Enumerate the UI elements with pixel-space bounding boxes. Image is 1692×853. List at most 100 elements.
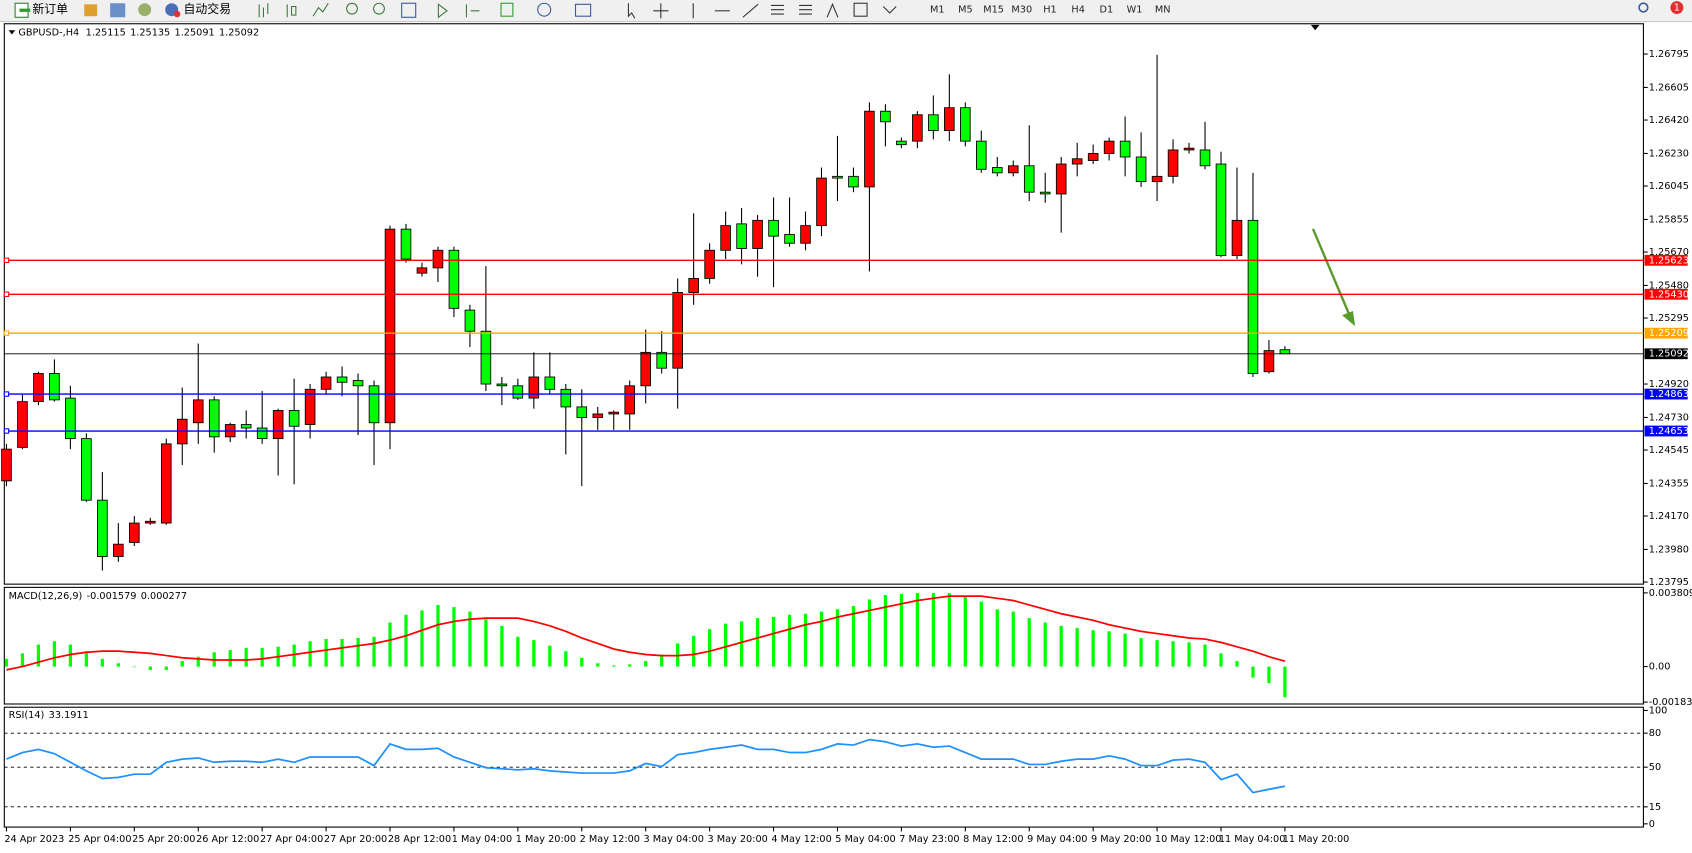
icon[interactable] (258, 3, 269, 18)
timeframe-button[interactable]: M15 (983, 5, 1004, 16)
macd-bar (484, 619, 488, 667)
timeframe-button[interactable]: D1 (1100, 5, 1114, 16)
level-label-bg (1644, 388, 1688, 400)
icon[interactable] (627, 3, 636, 19)
macd-bar (931, 593, 935, 667)
candle-body (1183, 147, 1195, 151)
icon[interactable] (437, 3, 448, 19)
icon[interactable] (742, 3, 759, 18)
candle-body (113, 543, 124, 557)
indicator-line (6, 595, 1286, 671)
candle-body (624, 385, 636, 415)
macd-bar (1027, 618, 1031, 667)
candle-body (432, 249, 444, 269)
macd-bar (564, 651, 568, 667)
notification-badge[interactable] (1670, 1, 1684, 15)
y-tick-label: 1.26045 (1649, 181, 1689, 192)
level-label-bg (1644, 288, 1688, 300)
y-tick-label: 0.00 (1649, 662, 1671, 673)
candle-body (1231, 219, 1243, 256)
macd-bar (260, 647, 264, 667)
icon[interactable] (537, 2, 552, 17)
macd-bar (404, 614, 408, 667)
y-tick-label: 1.24170 (1649, 511, 1689, 522)
macd-bar (308, 641, 312, 667)
icon[interactable] (373, 2, 385, 15)
x-tick-label: 27 Apr 04:00 (260, 834, 323, 845)
candle-body (97, 499, 108, 557)
level-handle (3, 291, 10, 297)
macd-bar (1139, 637, 1143, 667)
candle-body (1055, 163, 1067, 195)
timeframe-button[interactable]: M30 (1011, 5, 1032, 16)
timeframe-button[interactable]: W1 (1127, 5, 1143, 16)
candle-body (672, 292, 683, 369)
icon[interactable] (574, 3, 592, 17)
icon[interactable] (110, 3, 126, 18)
header-close: 1.25092 (219, 27, 259, 38)
macd-bar (100, 658, 104, 667)
macd-bar (420, 610, 424, 667)
icon[interactable] (346, 2, 358, 15)
y-tick-label: 100 (1649, 705, 1668, 716)
annotation-arrow (1311, 228, 1350, 314)
candle-body (608, 411, 620, 415)
macd-bar (1267, 666, 1271, 684)
candle-body (544, 376, 556, 390)
macd-bar (116, 663, 120, 667)
icon[interactable] (653, 3, 669, 19)
x-tick-label: 3 May 04:00 (644, 834, 704, 845)
candle-body (1039, 191, 1051, 195)
level-handle (3, 330, 10, 336)
header-high: 1.25135 (130, 27, 170, 38)
candle-body (256, 427, 268, 440)
auto-trade-icon (173, 10, 181, 18)
candle-body (400, 228, 412, 260)
macd-bar (340, 639, 344, 667)
search-icon[interactable] (1638, 2, 1649, 13)
icon[interactable] (138, 3, 152, 17)
x-tick-label: 26 Apr 12:00 (196, 834, 259, 845)
macd-bar (708, 629, 712, 667)
icon[interactable] (799, 4, 812, 15)
icon[interactable] (500, 2, 514, 17)
macd-bar (644, 661, 648, 667)
auto-trade-button[interactable]: 自动交易 (165, 2, 231, 18)
x-tick-label: 28 Apr 12:00 (388, 834, 451, 845)
icon[interactable] (84, 4, 98, 17)
timeframe-button[interactable]: H1 (1043, 5, 1056, 16)
candle-body (640, 351, 651, 387)
icon[interactable] (401, 2, 417, 18)
y-tick-label: 80 (1649, 728, 1661, 739)
icon[interactable] (882, 6, 897, 14)
level-label-bg (1644, 254, 1688, 266)
macd-main: -0.001579 (87, 591, 137, 602)
macd-bar (500, 625, 504, 667)
bid-label: 1.25092 (1649, 349, 1689, 360)
level-label: 1.25623 (1649, 255, 1689, 266)
new-order-icon (19, 8, 31, 12)
x-tick-label: 11 May 04:00 (1219, 834, 1286, 845)
icon[interactable] (770, 4, 784, 15)
candle-body (960, 107, 971, 142)
new-order-button[interactable]: 新订单 (14, 2, 68, 18)
macd-bar (851, 606, 856, 667)
y-tick-label: 1.25480 (1649, 280, 1689, 291)
icon[interactable] (853, 2, 868, 17)
candle-body (1279, 349, 1291, 355)
timeframe-button[interactable]: M5 (958, 5, 973, 16)
macd-bar (787, 614, 792, 667)
icon[interactable] (826, 2, 839, 18)
icon[interactable] (312, 2, 329, 17)
timeframe-button[interactable]: M1 (930, 5, 945, 16)
icon[interactable] (465, 4, 480, 18)
timeframe-bar: M1 M5 M15 M30 H1 H4 D1 W1 MN (930, 5, 1171, 16)
timeframe-button[interactable]: MN (1155, 5, 1171, 16)
candle-body (736, 223, 747, 249)
timeframe-button[interactable]: H4 (1071, 5, 1084, 16)
level-label: 1.25209 (1649, 328, 1689, 339)
candle-body (320, 376, 332, 390)
candle-body (272, 409, 284, 440)
candle-body (368, 385, 380, 424)
icon[interactable] (286, 4, 297, 18)
